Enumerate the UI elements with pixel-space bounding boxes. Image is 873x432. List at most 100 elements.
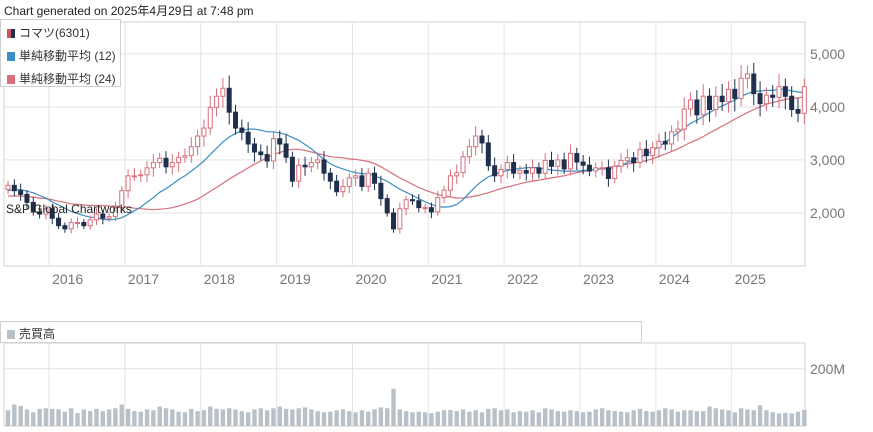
candle-body <box>504 162 510 170</box>
volume-bar <box>530 410 535 426</box>
candle-body <box>801 86 807 114</box>
volume-bar <box>593 409 598 426</box>
ma12-legend-icon <box>7 52 15 61</box>
volume-bar <box>12 404 17 426</box>
volume-bar <box>650 411 655 426</box>
candle-body <box>100 213 106 219</box>
volume-bar <box>555 411 561 426</box>
candle-body <box>81 222 87 227</box>
volume-bar <box>618 411 624 426</box>
volume-bar <box>106 409 112 426</box>
candle-body <box>447 175 453 191</box>
candle-body <box>454 172 460 177</box>
candle-body <box>694 99 700 116</box>
volume-bar <box>258 408 263 426</box>
volume-bar <box>738 408 744 426</box>
legend-label-price: コマツ(6301) <box>19 26 90 40</box>
volume-bar <box>334 410 339 426</box>
volume-bar <box>302 407 308 426</box>
volume-bar <box>50 408 55 426</box>
volume-bar <box>543 408 548 426</box>
legend-label-ma12: 単純移動平均 (12) <box>19 49 116 63</box>
volume-bar <box>675 411 681 426</box>
volume-bar <box>669 409 674 426</box>
candle-body <box>11 184 17 192</box>
watermark: S&P Global Chartworks <box>6 202 132 216</box>
volume-bar <box>694 411 700 426</box>
volume-bar <box>561 411 567 426</box>
volume-bar <box>252 409 257 426</box>
volume-bar <box>473 410 478 426</box>
volume-bar <box>460 409 466 426</box>
candle-body <box>195 135 201 148</box>
volume-bar <box>574 411 579 426</box>
volume-bar <box>454 411 459 426</box>
volume-bar <box>208 406 213 426</box>
candle-body <box>681 108 687 130</box>
candle-body <box>713 95 719 111</box>
candle-body <box>574 153 580 163</box>
candle-legend-icon <box>7 29 15 38</box>
candle-body <box>795 109 801 114</box>
volume-bar <box>359 410 365 426</box>
candle-body <box>416 200 422 209</box>
volume-bar <box>277 406 282 426</box>
candle-body <box>49 208 55 219</box>
volume-bar <box>486 408 491 426</box>
volume-bar <box>479 412 485 426</box>
candle-body <box>751 73 757 95</box>
candle-body <box>346 177 352 187</box>
candle-body <box>334 180 340 193</box>
candle-body <box>782 86 788 97</box>
volume-bar <box>366 411 371 426</box>
volume-bar <box>372 409 377 426</box>
volume-bar <box>397 409 403 426</box>
volume-bar <box>132 411 137 426</box>
candle-body <box>789 95 795 111</box>
candle-body <box>233 111 239 129</box>
candle-body <box>422 207 428 210</box>
candle-body <box>75 222 81 225</box>
y-tick-label: 5,000 <box>810 46 845 62</box>
candle-body <box>618 159 624 167</box>
volume-bar <box>119 404 124 426</box>
volume-bar <box>31 412 36 426</box>
volume-bar <box>802 409 807 426</box>
volume-bar <box>340 409 346 426</box>
candle-body <box>719 95 725 103</box>
legend-item-ma24[interactable]: 単純移動平均 (24) <box>7 70 116 87</box>
x-tick-label: 2022 <box>507 271 538 287</box>
candle-body <box>340 185 346 193</box>
candle-body <box>220 87 226 97</box>
candle-body <box>492 165 498 177</box>
volume-bar <box>732 412 737 426</box>
candle-body <box>125 175 131 192</box>
volume-bar <box>403 411 409 426</box>
volume-bar <box>309 409 314 426</box>
legend-item-ma12[interactable]: 単純移動平均 (12) <box>7 47 116 64</box>
x-tick-label: 2017 <box>128 271 159 287</box>
volume-bar <box>62 411 68 426</box>
legend-label-ma24: 単純移動平均 (24) <box>19 72 116 86</box>
legend-item-price[interactable]: コマツ(6301) <box>7 24 90 41</box>
chart-legend: コマツ(6301) 単純移動平均 (12) 単純移動平均 (24) <box>0 19 121 87</box>
volume-bar <box>435 411 440 426</box>
volume-bar <box>385 408 390 426</box>
candle-body <box>163 157 169 168</box>
candle-body <box>397 208 403 230</box>
candle-body <box>675 128 681 133</box>
price-plot-frame <box>3 21 806 267</box>
volume-bar <box>87 411 93 426</box>
volume-bar <box>227 408 232 426</box>
volume-bars-group <box>5 388 807 426</box>
candle-body <box>441 189 447 199</box>
volume-bar <box>100 411 105 426</box>
x-tick-label: 2024 <box>659 271 690 287</box>
volume-bar <box>713 408 719 426</box>
volume-bar <box>517 411 523 426</box>
candle-body <box>251 143 257 153</box>
volume-bar <box>5 410 11 426</box>
candle-body <box>258 151 264 156</box>
volume-bar <box>606 410 611 426</box>
volume-bar <box>682 410 687 426</box>
